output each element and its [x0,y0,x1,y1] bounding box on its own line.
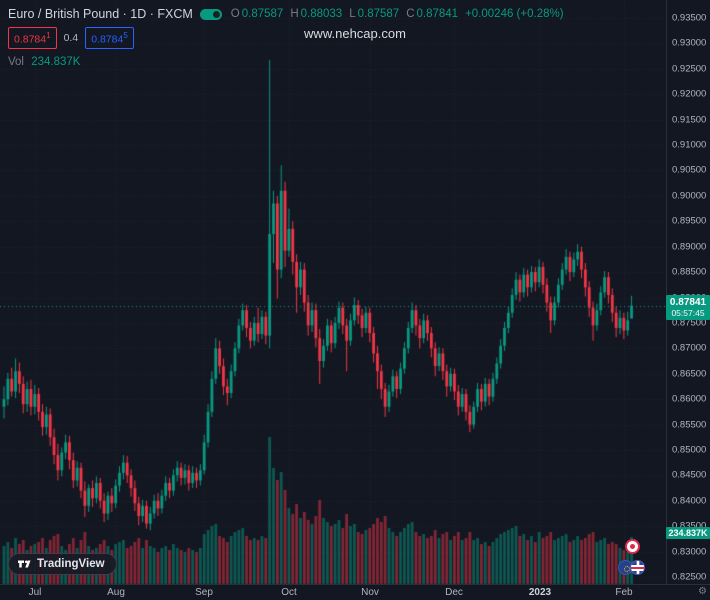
price-axis-label: 0.89000 [672,241,707,253]
market-status-toggle[interactable] [199,8,222,20]
price-axis-label: 0.91000 [672,139,707,151]
spread-value: 0.4 [63,31,79,44]
toggle-knob-icon [212,10,220,18]
tradingview-logo-text: TradingView [37,558,105,570]
price-axis[interactable]: 0.93500 0.93000 0.92500 0.92000 0.91500 0.910… [666,0,710,584]
event-flag-icon[interactable] [625,539,640,554]
price-axis-label: 0.82500 [672,571,707,583]
time-axis-label: 2023 [528,587,552,598]
price-axis-label: 0.86000 [672,393,707,405]
open-value: 0.87587 [241,8,284,20]
time-axis-label: Sep [195,587,213,598]
price-axis-label: 0.87500 [672,317,707,329]
price-axis-label: 0.90000 [672,190,707,202]
price-axis-label: 0.90500 [672,164,707,176]
price-axis-label: 0.89500 [672,215,707,227]
price-axis-label: 0.92500 [672,63,707,75]
volume-indicator-row: Vol 234.837K [8,56,564,68]
gbp-flag-icon[interactable] [630,560,645,575]
price-axis-label: 0.84000 [672,495,707,507]
time-axis-label: Oct [281,587,297,598]
price-axis-label: 0.87000 [672,342,707,354]
price-axis-label: 0.86500 [672,368,707,380]
symbol-title[interactable]: Euro / British Pound · 1D · FXCM [8,7,193,21]
gear-icon[interactable]: ⚙ [698,586,707,597]
time-axis[interactable]: Jul Aug Sep Oct Nov Dec 2023 Feb [0,584,710,600]
low-value: 0.87587 [357,8,400,20]
watermark-link[interactable]: www.nehcap.com [304,26,406,41]
close-value: 0.87841 [416,8,459,20]
price-axis-label: 0.84500 [672,469,707,481]
chart-legend: Euro / British Pound · 1D · FXCM O 0.875… [8,7,564,68]
time-axis-label: Aug [107,587,125,598]
ask-price-box[interactable]: 0.87845 [85,27,134,49]
volume-value: 234.837K [31,55,81,68]
event-markers [616,539,648,581]
low-label: L [349,8,356,20]
bid-sup-digit: 1 [46,31,51,40]
time-axis-label: Jul [28,587,42,598]
bid-price-box[interactable]: 0.87841 [8,27,57,49]
ohlc-values: O 0.87587 H 0.88033 L 0.87587 C 0.87841 … [231,8,564,20]
price-axis-label: 0.88500 [672,266,707,278]
high-value: 0.88033 [300,8,343,20]
current-price-badge: 0.87841 05:57:45 [666,294,710,320]
close-label: C [406,8,415,20]
price-axis-label: 0.85000 [672,444,707,456]
price-axis-label: 0.92000 [672,88,707,100]
price-axis-label: 0.85500 [672,419,707,431]
time-axis-label: Feb [615,587,633,598]
high-label: H [290,8,299,20]
current-volume-badge: 234.837K [666,527,710,540]
time-axis-label: Nov [361,587,379,598]
volume-label: Vol [8,55,24,68]
open-label: O [230,8,240,20]
bar-countdown: 05:57:45 [671,307,705,318]
price-axis-label: 0.83500 [672,521,706,532]
tradingview-logo[interactable]: TradingView [8,553,117,575]
tradingview-logo-icon [18,560,31,568]
current-price-value: 0.87841 [669,296,707,308]
change-value: +0.00246 (+0.28%) [465,8,564,20]
time-axis-label: Dec [445,587,463,598]
price-axis-label: 0.91500 [672,114,707,126]
price-axis-label: 0.83000 [672,546,707,558]
ask-sup-digit: 5 [123,31,128,40]
price-axis-label: 0.93500 [672,12,707,24]
price-axis-label: 0.93000 [672,37,707,49]
